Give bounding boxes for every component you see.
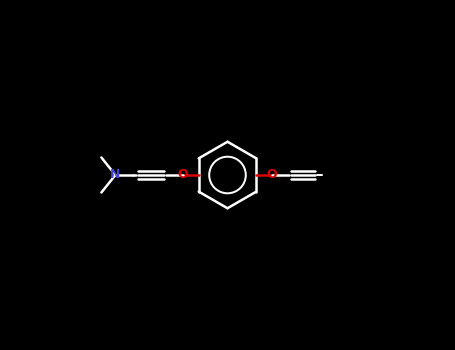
Text: N: N — [110, 168, 121, 182]
Text: O: O — [267, 168, 278, 182]
Text: O: O — [177, 168, 188, 182]
